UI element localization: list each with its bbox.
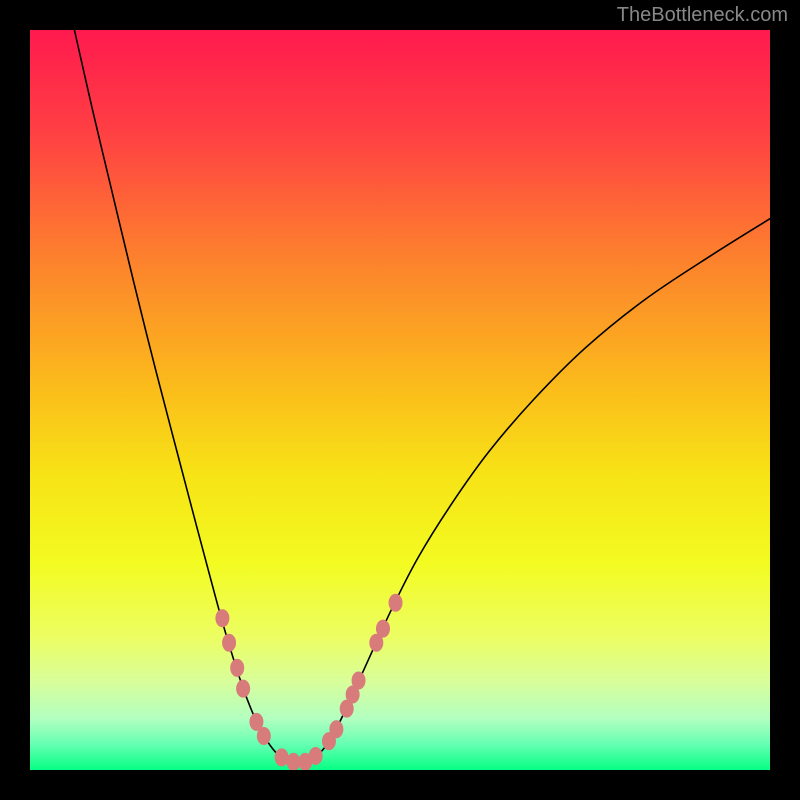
data-marker bbox=[309, 747, 323, 765]
plot-area bbox=[30, 30, 770, 770]
plot-background bbox=[30, 30, 770, 770]
data-marker bbox=[352, 671, 366, 689]
data-marker bbox=[376, 620, 390, 638]
data-marker bbox=[389, 594, 403, 612]
data-marker bbox=[222, 634, 236, 652]
data-marker bbox=[275, 748, 289, 766]
chart-svg bbox=[30, 30, 770, 770]
data-marker bbox=[236, 680, 250, 698]
chart-black-frame: TheBottleneck.com bbox=[0, 0, 800, 800]
watermark-text: TheBottleneck.com bbox=[617, 4, 788, 27]
data-marker bbox=[257, 727, 271, 745]
data-marker bbox=[215, 609, 229, 627]
data-marker bbox=[230, 659, 244, 677]
data-marker bbox=[329, 720, 343, 738]
